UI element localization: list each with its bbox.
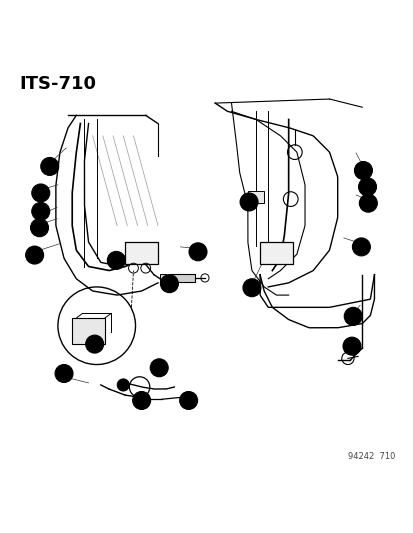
Circle shape [179, 391, 197, 409]
Circle shape [132, 391, 150, 409]
Text: 14: 14 [153, 364, 164, 372]
Text: 1: 1 [47, 162, 52, 171]
Bar [170, 274, 194, 281]
Circle shape [40, 157, 59, 175]
Bar [259, 242, 292, 264]
Circle shape [26, 246, 43, 264]
Bar [125, 241, 158, 264]
Circle shape [85, 335, 103, 353]
Text: 2: 2 [364, 182, 370, 191]
Text: 3: 3 [365, 199, 370, 208]
Bar [160, 274, 166, 281]
Circle shape [150, 359, 168, 377]
Circle shape [343, 308, 361, 325]
Circle shape [32, 184, 50, 202]
Circle shape [32, 203, 50, 220]
Text: 7: 7 [358, 243, 363, 252]
Text: 6: 6 [249, 283, 254, 292]
Circle shape [189, 243, 206, 261]
Circle shape [351, 238, 370, 256]
Text: 3: 3 [37, 223, 42, 232]
Text: 8: 8 [349, 312, 355, 321]
FancyBboxPatch shape [72, 318, 104, 344]
Text: 1: 1 [360, 166, 366, 175]
Text: ITS-710: ITS-710 [19, 75, 96, 93]
Text: 15: 15 [243, 197, 254, 206]
Bar [247, 191, 263, 203]
Text: 5: 5 [195, 247, 200, 256]
Circle shape [31, 219, 48, 237]
Text: 2: 2 [38, 207, 43, 216]
Circle shape [358, 194, 376, 212]
Circle shape [160, 274, 178, 293]
Circle shape [117, 379, 129, 391]
Circle shape [55, 365, 73, 383]
Text: 6: 6 [113, 256, 119, 265]
Circle shape [240, 193, 257, 211]
Circle shape [242, 279, 260, 297]
Circle shape [354, 161, 372, 180]
Circle shape [358, 178, 375, 196]
Text: 12: 12 [135, 396, 147, 405]
Text: 94242  710: 94242 710 [347, 451, 394, 461]
Text: 2: 2 [38, 189, 43, 198]
Text: 10: 10 [163, 279, 175, 288]
Text: 13: 13 [183, 396, 194, 405]
Text: 11: 11 [58, 369, 70, 378]
Circle shape [107, 252, 125, 269]
Text: 9: 9 [348, 342, 354, 351]
Text: 4: 4 [92, 340, 97, 349]
Text: 7: 7 [32, 251, 38, 260]
Circle shape [342, 337, 360, 355]
